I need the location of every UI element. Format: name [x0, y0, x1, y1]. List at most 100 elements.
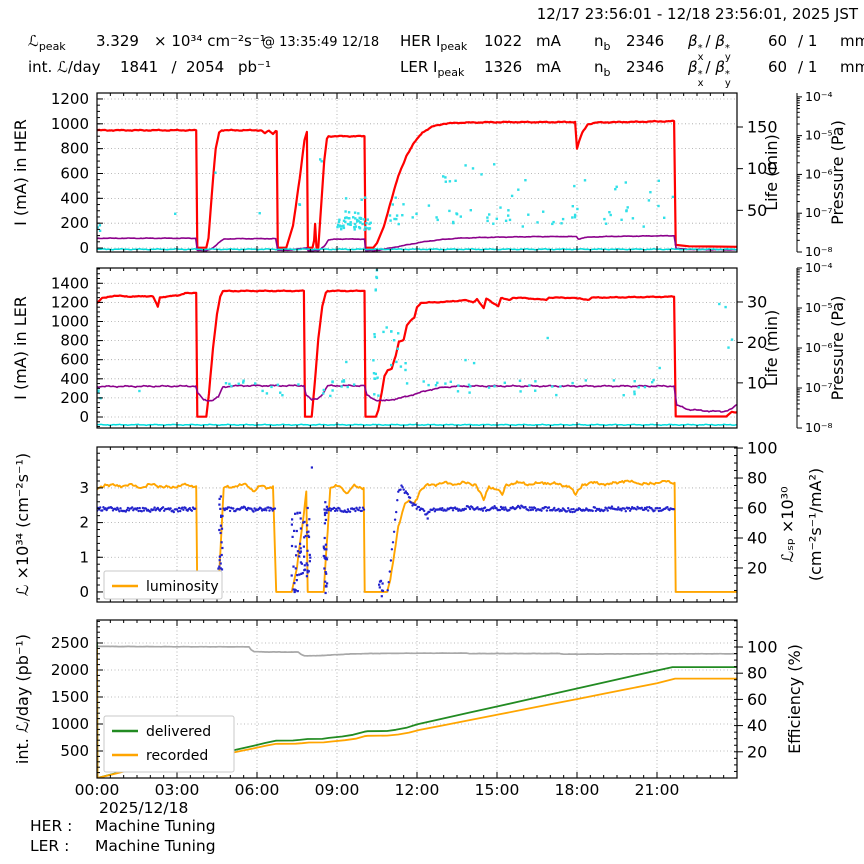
axis-ticks: [96, 93, 802, 253]
beta-label: β * x / β * y: [688, 58, 731, 89]
integrated-luminosity-row: int. ℒ/day 1841 / 2054 pb⁻¹: [28, 58, 271, 76]
ler-current-line: [97, 289, 737, 418]
axis-ticks: [96, 447, 743, 602]
ler-beta-unit: mm: [840, 58, 864, 76]
luminosity-line: [97, 479, 737, 593]
right-axis-label: (cm⁻²s⁻¹/mA²): [806, 468, 825, 581]
ler-status-value: Machine Tuning: [95, 837, 216, 855]
x-tick-label: 15:00: [475, 781, 520, 799]
y-tick-label: 600: [60, 164, 89, 182]
her-ipeak-value: 1022: [484, 32, 523, 50]
right-tick-label: 50: [747, 201, 767, 220]
right-tick-label: 80: [747, 664, 767, 683]
x-tick-label: 09:00: [315, 781, 360, 799]
ler-nb-label: nb: [594, 58, 611, 79]
pressure-tick-label: 10⁻⁵: [805, 128, 833, 143]
series-group: [97, 466, 737, 598]
her-pressure-dots: [97, 158, 675, 232]
gridlines: [97, 93, 737, 252]
her-current-line: [97, 119, 737, 249]
legend-box: [103, 570, 223, 600]
y-tick-label: 400: [60, 370, 89, 388]
series-group: [97, 119, 737, 252]
y-tick-label: 2: [79, 514, 89, 532]
pressure-tick-label: 10⁻⁵: [805, 300, 833, 315]
her-beta-value: 60: [768, 32, 788, 50]
plot-border: [96, 92, 738, 253]
her-nb-value: 2346: [626, 32, 665, 50]
y-tick-label: 2500: [51, 634, 89, 652]
pressure-tick-label: 10⁻⁷: [805, 380, 833, 395]
y-tick-label: 400: [60, 189, 89, 207]
y-axis-label: ℒ ×10³⁴ (cm⁻²s⁻¹): [13, 453, 32, 596]
right-tick-label: 20: [747, 333, 767, 352]
her-status-value: Machine Tuning: [95, 817, 216, 835]
y-tick-label: 200: [60, 389, 89, 407]
ler-ipeak-value: 1326: [484, 58, 523, 76]
x-tick-label: 12:00: [395, 781, 440, 799]
legend: delivered recorded: [103, 715, 235, 773]
gridlines: [97, 268, 737, 428]
right-tick-label: 40: [747, 528, 767, 547]
x-tick-label: 06:00: [235, 781, 280, 799]
y-tick-label: 500: [60, 742, 89, 760]
right-tick-label: 80: [747, 469, 767, 488]
pressure-tick-label: 10⁻⁸: [805, 420, 833, 435]
her-ipeak-unit: mA: [536, 32, 561, 50]
y-tick-label: 2000: [51, 661, 89, 679]
lpeak-value: 3.329: [96, 32, 139, 50]
right-tick-label: 10: [747, 373, 767, 392]
pressure-tick-label: 10⁻⁸: [805, 244, 833, 259]
beta-label: β * x / β * y: [688, 32, 731, 63]
y-tick-label: 1200: [51, 90, 89, 108]
her-ipeak-label: HER Ipeak: [400, 32, 468, 53]
pressure-tick-label: 10⁻⁴: [805, 260, 833, 275]
plot-integrated-luminosity: 500 1000 1500 2000 2500 20 40 60 80 100 Efficiency…: [13, 619, 804, 799]
y-tick-label: 200: [60, 214, 89, 232]
right-axis-label: Efficiency (%): [785, 644, 804, 754]
right-tick-label: 60: [747, 499, 767, 518]
y-tick-label: 1000: [51, 312, 89, 330]
legend-label: delivered: [146, 724, 211, 740]
right-tick-label: 60: [747, 690, 767, 709]
y-tick-label: 1200: [51, 293, 89, 311]
y-tick-label: 800: [60, 140, 89, 158]
right-tick-label: 20: [747, 742, 767, 761]
date-label: 2025/12/18: [99, 799, 189, 817]
axis-ticks: [96, 620, 743, 778]
y-tick-label: 1500: [51, 688, 89, 706]
her-nb-label: nb: [594, 32, 611, 53]
lpeak-label: ℒpeak: [28, 32, 66, 53]
ler-pressure-dots: [97, 269, 734, 400]
ler-peak-row: LER Ipeak 1326 mA nb 2346 β * x / β * y 60 / …: [400, 58, 864, 89]
ler-life-line: [97, 384, 737, 413]
legend-label: recorded: [146, 748, 208, 764]
time-range-title: 12/17 23:56:01 - 12/18 23:56:01, 2025 JS…: [536, 5, 858, 23]
intl-target: 2054: [186, 58, 225, 76]
legend: luminosity: [103, 570, 223, 600]
right-axis-label: Life (min): [762, 134, 781, 211]
y-axis-label: int. ℒ/day (pb⁻¹): [13, 634, 32, 764]
pressure-axis-label: Pressure (Pa): [828, 120, 847, 225]
axis-ticks: [96, 267, 802, 429]
specific-luminosity-dots: [97, 484, 675, 592]
peak-luminosity-row: ℒpeak 3.329 × 10³⁴ cm⁻²s⁻¹ @ 13:35:49 12…: [28, 32, 379, 53]
pressure-tick-label: 10⁻⁶: [805, 166, 833, 181]
y-tick-label: 1000: [51, 115, 89, 133]
right-axis-label: Life (min): [762, 310, 781, 387]
pressure-tick-label: 10⁻⁷: [805, 205, 833, 220]
right-tick-label: 20: [747, 558, 767, 577]
intl-value: 1841: [120, 58, 159, 76]
her-status-label: HER :: [30, 817, 73, 835]
y-tick-label: 1400: [51, 274, 89, 292]
y-axis-label: I (mA) in LER: [11, 296, 30, 400]
y-tick-label: 600: [60, 351, 89, 369]
right-tick-label: 30: [747, 292, 767, 311]
gridlines: [97, 447, 737, 602]
her-beta-sep: / 1: [798, 32, 818, 50]
right-tick-label: 100: [747, 159, 778, 178]
pressure-tick-label: 10⁻⁶: [805, 340, 833, 355]
